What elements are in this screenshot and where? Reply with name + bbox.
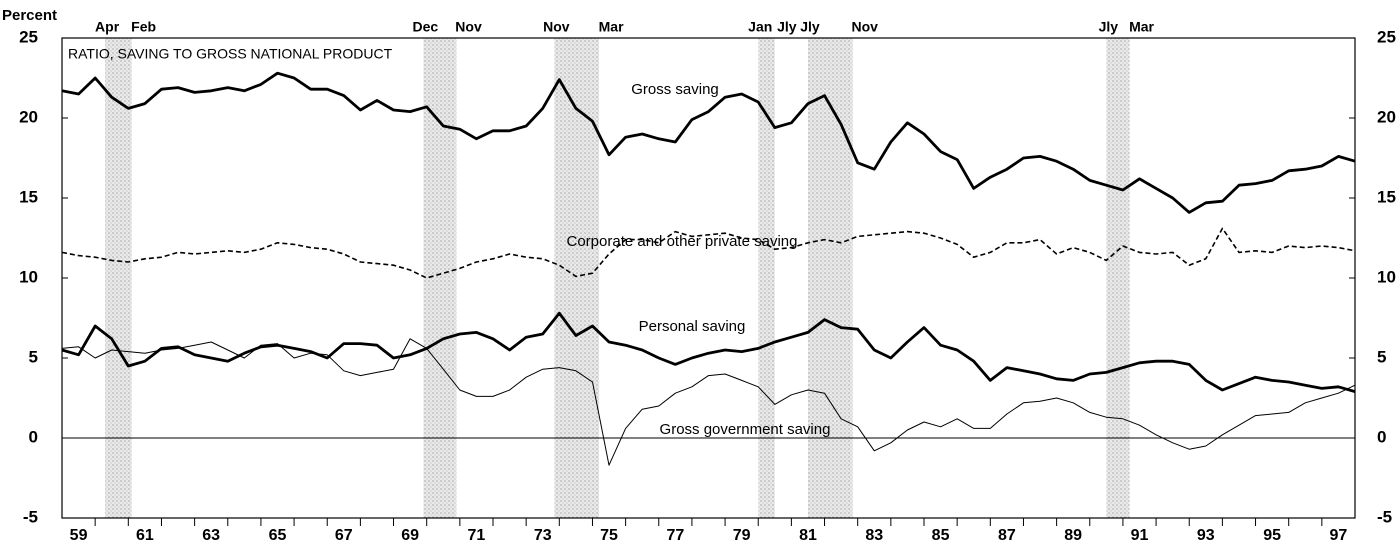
y-tick-label: -5 [23,507,38,526]
annotation: RATIO, SAVING TO GROSS NATIONAL PRODUCT [68,46,393,62]
recession-band [1106,38,1130,518]
recession-end-label: Nov [851,19,878,35]
y2-tick-label: 15 [1377,187,1396,206]
series-line [61,227,1356,279]
x-tick-label: 65 [269,527,287,544]
x-tick-label: 89 [1064,527,1082,544]
series-label: Corporate and other private saving [567,233,798,250]
recession-start-label: Nov [543,19,570,35]
y2-tick-label: 0 [1377,427,1386,446]
x-tick-label: 91 [1131,527,1149,544]
series-label: Personal saving [639,318,746,335]
y-tick-label: 0 [29,427,38,446]
recession-start-label: Jly [1099,19,1119,35]
series-label: Gross government saving [660,421,831,438]
recession-band [758,38,775,518]
y2-tick-label: 25 [1377,27,1396,46]
recession-start-label: Apr [95,19,120,35]
x-tick-label: 79 [733,527,751,544]
y-tick-label: 25 [19,27,38,46]
y-tick-label: 5 [29,347,38,366]
y-tick-label: 20 [19,107,38,126]
series-line [61,311,1356,393]
x-tick-label: 87 [998,527,1016,544]
x-tick-label: 67 [335,527,353,544]
x-tick-label: 93 [1197,527,1215,544]
x-tick-label: 97 [1330,527,1348,544]
x-tick-label: 71 [468,527,486,544]
y-tick-label: 15 [19,187,38,206]
x-tick-label: 83 [865,527,883,544]
y2-tick-label: 10 [1377,267,1396,286]
x-tick-label: 75 [600,527,618,544]
y2-tick-label: 5 [1377,347,1386,366]
recession-start-label: Jly [800,19,820,35]
series-label: Gross saving [631,81,719,98]
x-tick-label: 77 [666,527,684,544]
y2-tick-label: 20 [1377,107,1396,126]
y-tick-label: 10 [19,267,38,286]
x-tick-label: 59 [70,527,88,544]
recession-band [105,38,132,518]
recession-end-label: Nov [455,19,482,35]
x-tick-label: 81 [799,527,817,544]
x-tick-label: 85 [932,527,950,544]
x-tick-label: 63 [202,527,220,544]
series-line [61,338,1356,466]
recession-end-label: Mar [1129,19,1154,35]
recession-band [807,38,853,518]
recession-end-label: Feb [131,19,156,35]
y2-tick-label: -5 [1377,507,1392,526]
x-tick-label: 95 [1263,527,1281,544]
recession-start-label: Dec [413,19,439,35]
series-line [61,71,1356,214]
x-tick-label: 61 [136,527,154,544]
y-axis-label: Percent [2,7,57,24]
x-tick-label: 73 [534,527,552,544]
recession-end-label: Mar [599,19,624,35]
x-tick-label: 69 [401,527,419,544]
recession-end-label: Jly [777,19,797,35]
recession-start-label: Jan [748,19,772,35]
